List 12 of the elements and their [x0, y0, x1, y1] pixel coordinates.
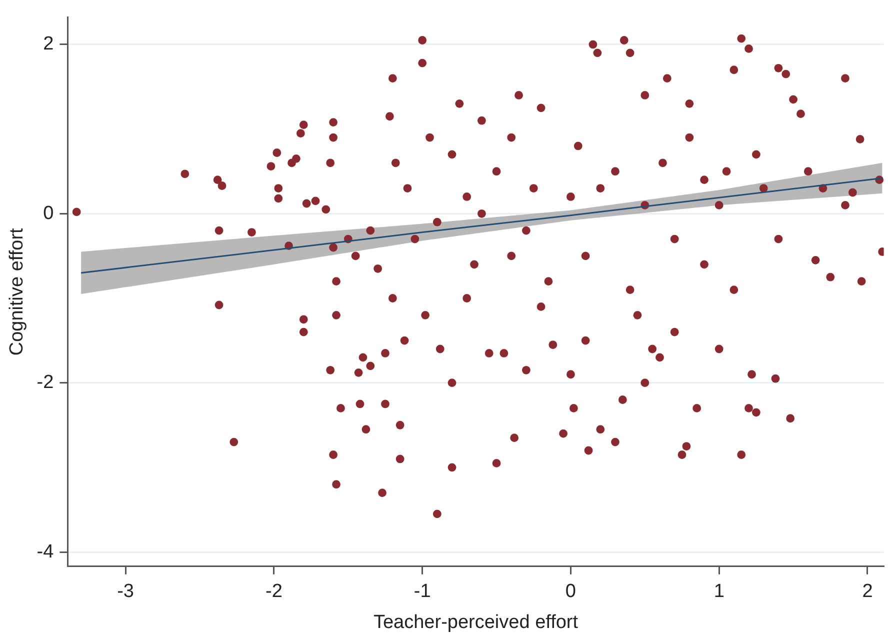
x-tick-label: 0 [565, 581, 576, 602]
y-tick-label: -2 [36, 372, 54, 394]
x-tick-label: 2 [862, 581, 873, 602]
x-tick-label: -3 [117, 581, 134, 602]
y-axis-title: Cognitive effort [6, 227, 28, 356]
y-tick-label: 0 [43, 202, 54, 224]
x-axis-title: Teacher-perceived effort [373, 612, 579, 633]
x-tick-label: -2 [265, 581, 282, 602]
x-tick-label: -1 [414, 581, 431, 602]
y-tick-label: 2 [43, 34, 54, 55]
y-tick-label: -4 [36, 541, 54, 562]
x-tick-label: 1 [714, 581, 724, 602]
